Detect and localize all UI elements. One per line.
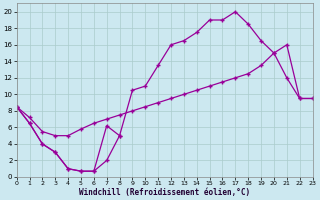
X-axis label: Windchill (Refroidissement éolien,°C): Windchill (Refroidissement éolien,°C) — [79, 188, 250, 197]
